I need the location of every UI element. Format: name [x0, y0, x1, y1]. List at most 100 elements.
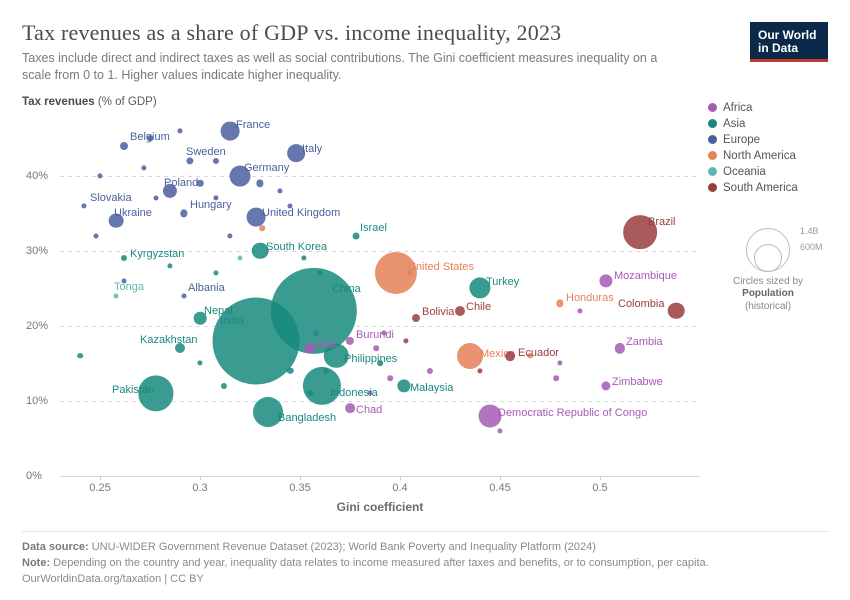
data-point[interactable]: [252, 242, 269, 259]
legend-item[interactable]: Africa: [708, 102, 828, 114]
data-point[interactable]: [346, 337, 354, 345]
data-point[interactable]: [367, 391, 372, 396]
legend-item[interactable]: Oceania: [708, 166, 828, 178]
data-point[interactable]: [527, 353, 533, 359]
legend-swatch: [708, 103, 717, 112]
chart-title: Tax revenues as a share of GDP vs. incom…: [22, 20, 828, 46]
data-point[interactable]: [479, 404, 502, 427]
data-point[interactable]: [213, 297, 300, 384]
legend-item[interactable]: North America: [708, 150, 828, 162]
legend-item[interactable]: Asia: [708, 118, 828, 130]
data-point[interactable]: [373, 345, 379, 351]
scatter-plot[interactable]: Gini coefficient 0%10%20%30%40%0.250.30.…: [60, 116, 700, 476]
data-point[interactable]: [77, 353, 83, 359]
data-point[interactable]: [497, 428, 502, 433]
data-point[interactable]: [412, 314, 420, 322]
data-point[interactable]: [553, 375, 559, 381]
data-point[interactable]: [305, 343, 316, 354]
legend-label: Europe: [723, 134, 760, 146]
data-point[interactable]: [120, 142, 128, 150]
data-point[interactable]: [599, 274, 612, 287]
data-point[interactable]: [147, 135, 153, 141]
data-point[interactable]: [238, 256, 243, 261]
data-point[interactable]: [505, 351, 515, 361]
data-point[interactable]: [457, 343, 483, 369]
point-label: Sweden: [186, 146, 226, 158]
point-label: Burundi: [356, 329, 394, 341]
point-label: Bangladesh: [278, 412, 336, 424]
data-point[interactable]: [303, 367, 341, 405]
y-gridline: [60, 326, 700, 327]
data-point[interactable]: [221, 383, 227, 389]
data-point[interactable]: [427, 368, 433, 374]
data-point[interactable]: [615, 343, 625, 353]
data-point[interactable]: [109, 213, 124, 228]
data-point[interactable]: [182, 293, 187, 298]
data-point[interactable]: [186, 157, 193, 164]
data-point[interactable]: [213, 271, 218, 276]
y-tick-label: 40%: [26, 170, 48, 182]
data-point[interactable]: [397, 379, 410, 392]
data-point[interactable]: [377, 360, 383, 366]
legend-item[interactable]: Europe: [708, 134, 828, 146]
y-tick-label: 0%: [26, 470, 42, 482]
data-point[interactable]: [175, 343, 185, 353]
data-point[interactable]: [324, 343, 349, 368]
point-label: Albania: [188, 282, 225, 294]
data-point[interactable]: [288, 203, 293, 208]
data-point[interactable]: [277, 188, 282, 193]
data-point[interactable]: [353, 232, 360, 239]
data-point[interactable]: [197, 361, 202, 366]
x-tick-label: 0.3: [192, 482, 207, 494]
data-point[interactable]: [81, 203, 86, 208]
data-point[interactable]: [256, 180, 263, 187]
data-point[interactable]: [601, 381, 610, 390]
data-point[interactable]: [403, 338, 408, 343]
data-point[interactable]: [253, 397, 283, 427]
data-point[interactable]: [557, 361, 562, 366]
data-point[interactable]: [154, 196, 159, 201]
data-point[interactable]: [259, 225, 265, 231]
data-point[interactable]: [469, 278, 490, 299]
point-label: Chad: [356, 404, 382, 416]
data-point[interactable]: [375, 252, 417, 294]
data-point[interactable]: [213, 196, 218, 201]
data-point[interactable]: [287, 144, 305, 162]
x-tick: [100, 476, 101, 480]
data-point[interactable]: [180, 210, 187, 217]
data-point[interactable]: [213, 158, 219, 164]
data-point[interactable]: [163, 184, 177, 198]
point-label: Bolivia: [422, 306, 454, 318]
data-point[interactable]: [556, 300, 563, 307]
data-point[interactable]: [345, 403, 355, 413]
data-point[interactable]: [167, 263, 172, 268]
data-point[interactable]: [177, 128, 182, 133]
data-point[interactable]: [122, 278, 127, 283]
data-point[interactable]: [121, 255, 127, 261]
data-point[interactable]: [227, 233, 232, 238]
owid-logo[interactable]: Our World in Data: [750, 22, 828, 62]
x-tick-label: 0.25: [89, 482, 110, 494]
legend-item[interactable]: South America: [708, 182, 828, 194]
legend-swatch: [708, 119, 717, 128]
data-point[interactable]: [94, 233, 99, 238]
size-legend-ring: [754, 244, 782, 272]
data-point[interactable]: [97, 173, 102, 178]
data-point[interactable]: [230, 165, 251, 186]
data-point[interactable]: [138, 376, 173, 411]
data-point[interactable]: [623, 215, 657, 249]
data-point[interactable]: [455, 306, 465, 316]
data-point[interactable]: [194, 312, 207, 325]
data-point[interactable]: [114, 293, 119, 298]
data-point[interactable]: [247, 208, 266, 227]
data-point[interactable]: [197, 180, 204, 187]
point-label: Mozambique: [614, 270, 677, 282]
data-point[interactable]: [301, 256, 306, 261]
data-point[interactable]: [668, 302, 685, 319]
data-point[interactable]: [381, 331, 386, 336]
data-point[interactable]: [387, 375, 393, 381]
data-point[interactable]: [141, 166, 146, 171]
data-point[interactable]: [477, 368, 482, 373]
data-point[interactable]: [577, 308, 582, 313]
data-point[interactable]: [221, 121, 240, 140]
